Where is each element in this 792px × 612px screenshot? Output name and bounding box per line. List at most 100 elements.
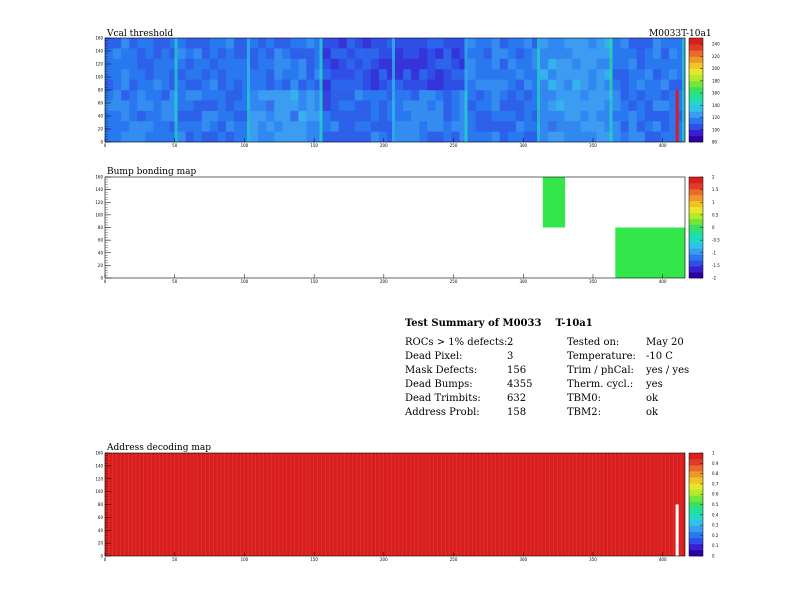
pixel-cell [370, 90, 380, 101]
x-tick-label: 200 [380, 279, 388, 284]
colorbar-segment [689, 230, 703, 237]
pixel-cell [483, 38, 492, 49]
pixel-cell [161, 69, 170, 80]
pixel-cell [338, 121, 347, 132]
pixel-cell [161, 48, 170, 60]
pixel-cell [644, 79, 654, 91]
pixel-cell [395, 48, 404, 60]
pixel-cell [483, 100, 492, 112]
pixel-cell [556, 38, 565, 49]
pixel-cell [451, 100, 460, 112]
pixel-cell [314, 100, 323, 112]
pixel-cell [636, 79, 646, 91]
pixel-cell [612, 100, 621, 112]
pixel-cell [137, 100, 146, 112]
pixel-cell [225, 69, 235, 80]
pixel-cell [386, 121, 396, 132]
colorbar-segment [689, 224, 703, 231]
pixel-cell [620, 48, 629, 60]
pixel-cell [612, 121, 621, 132]
pixel-cell [370, 58, 380, 70]
pixel-cell [209, 79, 219, 91]
pixel-cell [386, 131, 396, 143]
y-tick-label: 0 [100, 276, 103, 281]
pixel-cell [523, 69, 533, 80]
summary-label: Temperature: [567, 351, 636, 362]
pixel-cell [378, 79, 388, 91]
pixel-cell [604, 48, 613, 60]
pixel-cell [588, 38, 597, 49]
pixel-cell [250, 48, 259, 60]
pixel-cell [346, 90, 356, 101]
pixel-cell [129, 48, 138, 60]
pixel-cell [612, 38, 621, 49]
pixel-cell [161, 79, 170, 91]
pixel-cell [467, 48, 476, 60]
pixel-cell [193, 79, 202, 91]
pixel-cell [346, 121, 356, 132]
pixel-cell [177, 38, 186, 49]
pixel-cell [475, 58, 484, 70]
pixel-cell [314, 90, 323, 101]
pixel-cell [282, 121, 291, 132]
pixel-cell [322, 90, 331, 101]
colorbar-segment [689, 177, 703, 184]
pixel-cell [636, 100, 646, 112]
pixel-cell [636, 90, 646, 101]
pixel-cell [652, 58, 662, 70]
pixel-cell [201, 48, 211, 60]
pixel-cell [540, 58, 549, 70]
colorbar-segment [689, 129, 703, 137]
pixel-cell [282, 79, 291, 91]
pixel-cell [652, 131, 662, 143]
pixel-cell [314, 131, 323, 143]
pixel-cell [362, 110, 372, 122]
pixel-cell [644, 110, 654, 122]
pixel-cell [201, 100, 211, 112]
colorbar-segment [689, 74, 703, 82]
pixel-cell [660, 110, 670, 122]
pixel-cell [217, 48, 227, 60]
pixel-cell [346, 100, 356, 112]
pixel-cell [322, 38, 331, 49]
colorbar-tick-label: 0.3 [712, 523, 719, 528]
pixel-cell [266, 79, 275, 91]
pixel-cell [596, 58, 605, 70]
pixel-cell [169, 79, 178, 91]
pixel-cell [322, 79, 331, 91]
pixel-cell [540, 90, 549, 101]
pixel-cell [483, 90, 492, 101]
x-tick-label: 50 [172, 557, 178, 562]
pixel-cell [403, 131, 412, 143]
roc-edge [682, 38, 685, 90]
pixel-cell [113, 100, 122, 112]
pixel-cell [330, 58, 339, 70]
x-tick-label: 50 [172, 279, 178, 284]
pixel-cell [338, 79, 347, 91]
pixel-cell [491, 79, 501, 91]
pixel-cell [572, 131, 581, 143]
pixel-cell [177, 90, 186, 101]
pixel-cell [137, 38, 146, 49]
pixel-cell [274, 38, 283, 49]
pixel-cell [370, 79, 380, 91]
pixel-cell [314, 110, 323, 122]
pixel-cell [153, 38, 162, 49]
pixel-cell [475, 79, 484, 91]
pixel-cell [467, 69, 476, 80]
pixel-cell [499, 131, 509, 143]
pixel-cell [644, 58, 654, 70]
pixel-cell [556, 48, 565, 60]
colorbar-tick-label: 160 [712, 91, 720, 96]
pixel-cell [668, 110, 678, 122]
colorbar-segment [689, 200, 703, 208]
summary-label: Dead Pixel: [405, 351, 463, 362]
pixel-cell [121, 79, 130, 91]
pixel-cell [386, 110, 396, 122]
pixel-cell [201, 38, 211, 49]
pixel-cell [660, 79, 670, 91]
pixel-cell [378, 90, 388, 101]
pixel-cell [362, 48, 372, 60]
pixel-cell [121, 100, 130, 112]
